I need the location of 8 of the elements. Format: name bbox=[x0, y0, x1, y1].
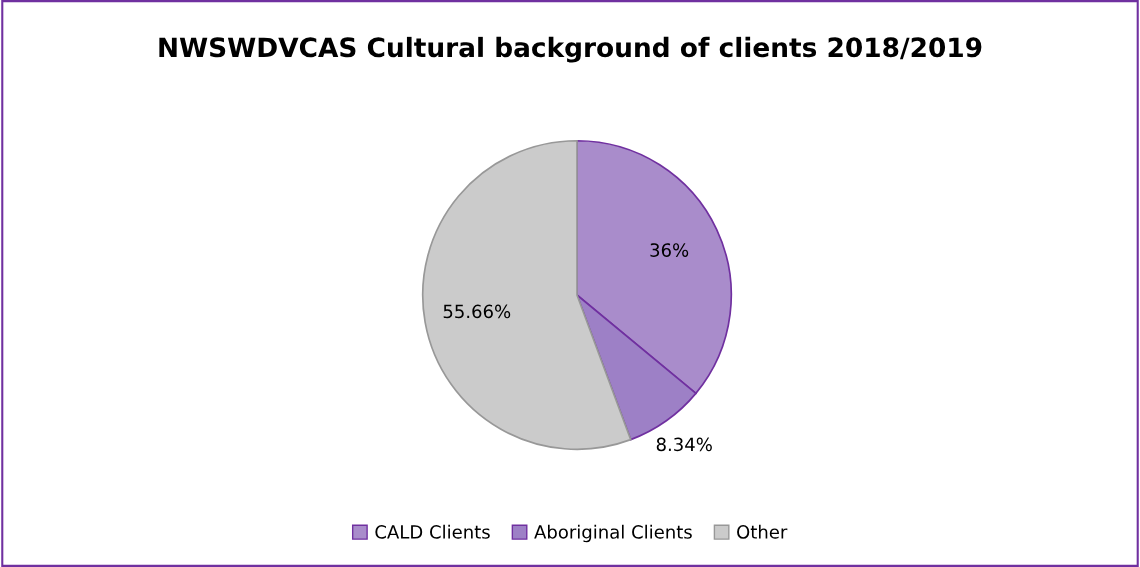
chart-title: NWSWDVCAS Cultural background of clients 2018/2019 bbox=[159, 36, 982, 63]
legend-label: Other bbox=[737, 524, 788, 539]
legend-label: CALD Clients bbox=[375, 524, 490, 539]
legend-label: Aboriginal Clients bbox=[534, 524, 692, 543]
data-label: 8.34% bbox=[656, 437, 712, 452]
pie-slice bbox=[421, 139, 632, 451]
data-label: 36% bbox=[650, 243, 689, 257]
data-label: 55.66% bbox=[443, 304, 511, 319]
